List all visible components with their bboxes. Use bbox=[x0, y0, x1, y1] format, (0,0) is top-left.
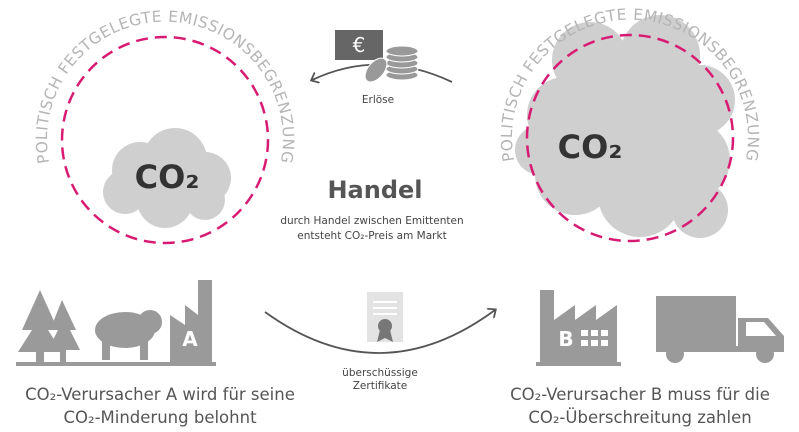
caption-b: CO₂-Verursacher B muss für die bbox=[510, 385, 770, 404]
trade-title: Handel bbox=[327, 176, 422, 204]
caption-a: CO₂-Minderung belohnt bbox=[63, 408, 257, 427]
revenue-label: Erlöse bbox=[362, 94, 394, 106]
trade-line: entsteht CO₂-Preis am Markt bbox=[297, 230, 446, 242]
certificate-label: überschüssige bbox=[342, 367, 418, 379]
diagram: POLITISCH FESTGELEGTE EMISSIONSBEGRENZUN… bbox=[0, 0, 799, 432]
caption-b: CO₂-Überschreitung zahlen bbox=[528, 408, 751, 427]
certificate-label: Zertifikate bbox=[353, 380, 408, 392]
badge-b: B bbox=[558, 327, 573, 351]
currency-symbol: € bbox=[353, 33, 366, 57]
certificate-icon bbox=[367, 292, 403, 342]
right-co2: CO₂ bbox=[558, 128, 623, 166]
left-co2: CO₂ bbox=[135, 158, 200, 196]
trade-line: durch Handel zwischen Emittenten bbox=[280, 215, 463, 227]
emitter-a-icons bbox=[16, 280, 216, 366]
caption-a: CO₂-Verursacher A wird für seine bbox=[25, 385, 295, 404]
badge-a: A bbox=[182, 327, 198, 351]
